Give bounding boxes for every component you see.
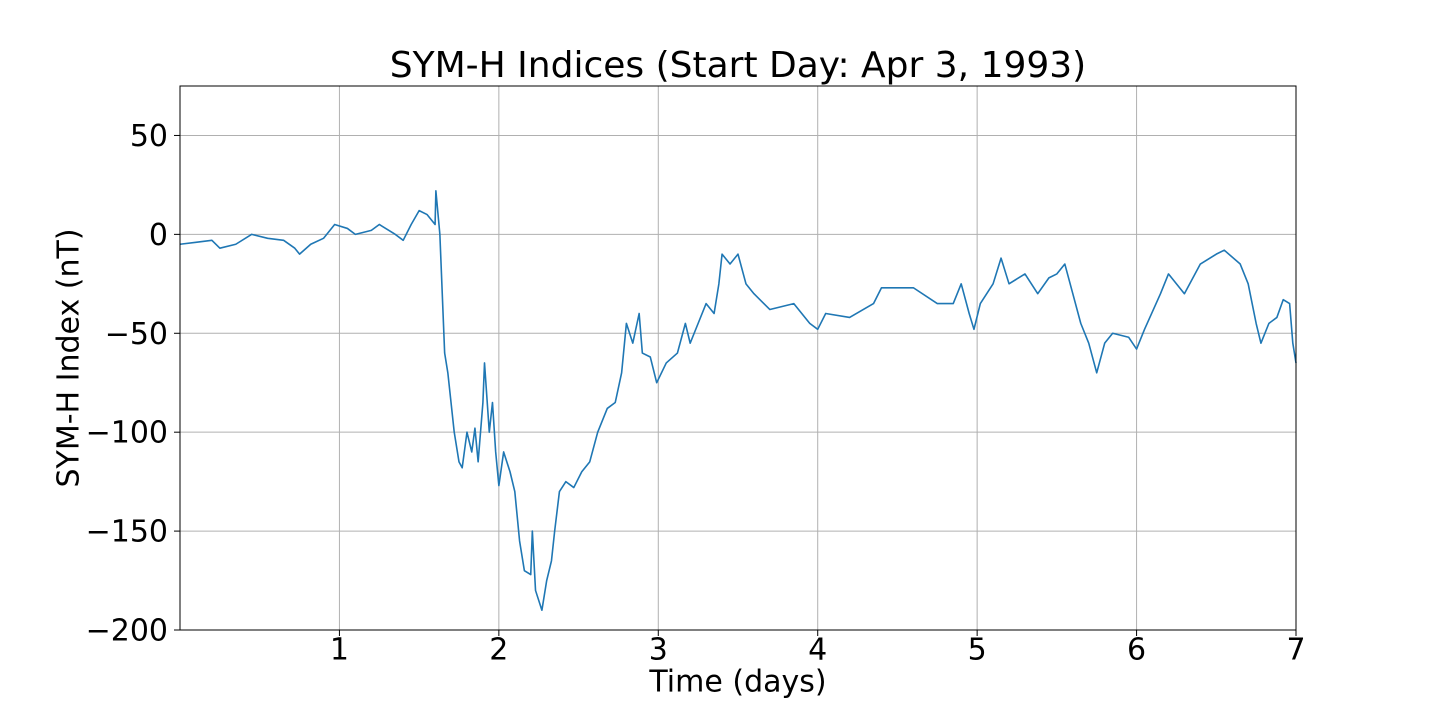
line-series (179, 190, 1297, 612)
x-tick-label: 7 (1286, 633, 1305, 668)
y-tick-label: −150 (86, 515, 168, 550)
plot-frame (179, 85, 1297, 631)
y-tick-label: −200 (86, 614, 168, 649)
y-tick-label: −100 (86, 416, 168, 451)
y-axis-label: SYM-H Index (nT) (52, 228, 87, 487)
x-axis-label: Time (days) (648, 665, 826, 700)
x-tick-label: 3 (649, 633, 668, 668)
x-tick-label: 6 (1127, 633, 1146, 668)
x-tick-label: 4 (808, 633, 827, 668)
x-tick-label: 2 (489, 633, 508, 668)
y-tick-label: 0 (149, 218, 168, 253)
y-tick-label: 50 (130, 119, 168, 154)
chart-title: SYM-H Indices (Start Day: Apr 3, 1993) (390, 45, 1086, 86)
y-tick-label: −50 (105, 317, 168, 352)
x-tick-label: 1 (330, 633, 349, 668)
x-tick-label: 5 (968, 633, 987, 668)
